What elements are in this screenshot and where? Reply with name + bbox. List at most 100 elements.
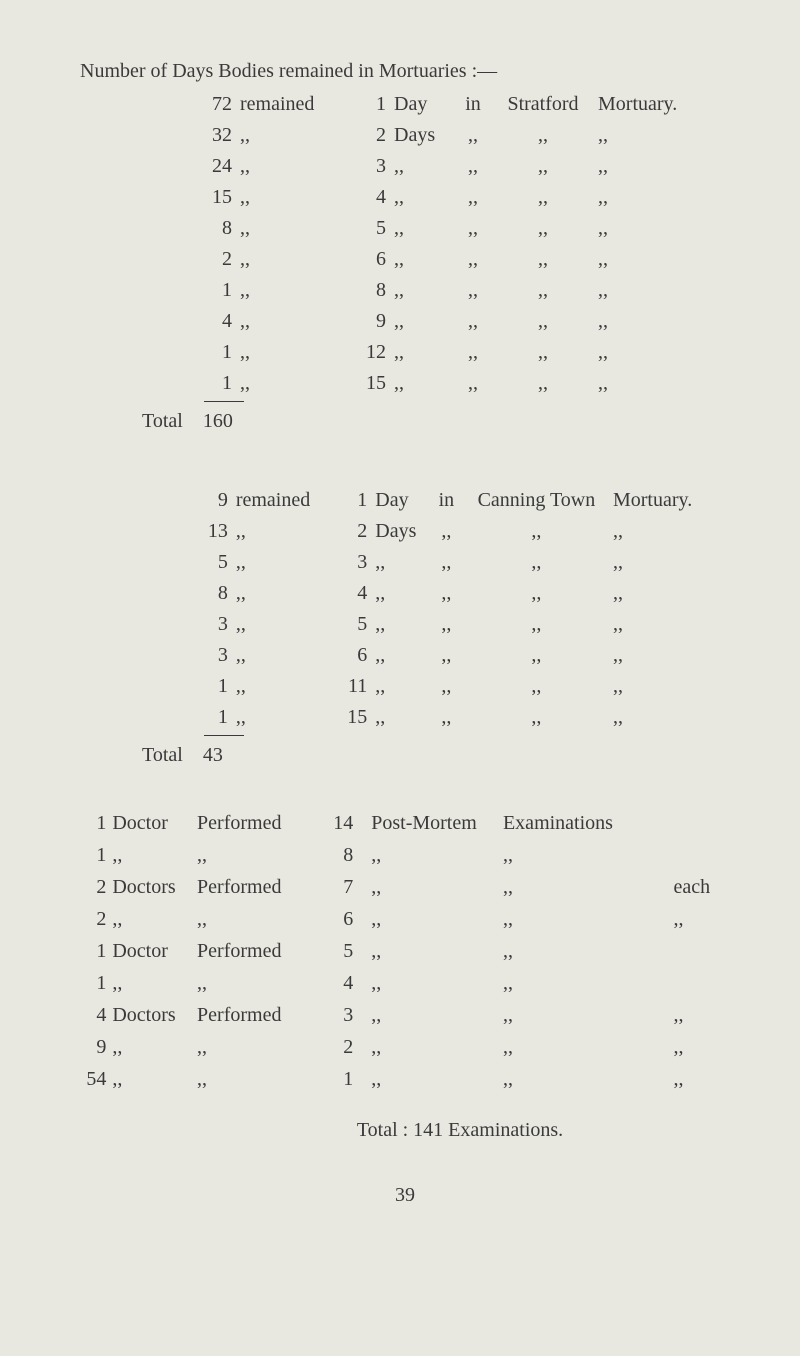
ex-ditto: ,, xyxy=(503,871,654,903)
pm-ditto: ,, xyxy=(359,903,503,935)
total-value: 43 xyxy=(203,744,223,766)
place-ditto: ,, xyxy=(460,640,613,671)
verb-ditto: ,, xyxy=(232,275,350,306)
mort-ditto: ,, xyxy=(613,547,730,578)
verb-ditto: ,, xyxy=(232,182,350,213)
pm-ditto: ,, xyxy=(359,1031,503,1063)
ex-ditto: ,, xyxy=(503,839,654,871)
days: 15 xyxy=(350,368,386,399)
count: 4 xyxy=(80,999,106,1031)
day-word: ,, xyxy=(386,213,458,244)
days: 3 xyxy=(335,547,367,578)
mort-ditto: ,, xyxy=(613,578,730,609)
ex-ditto: ,, xyxy=(503,1063,654,1095)
verb: ,, xyxy=(197,1063,319,1095)
num: 14 xyxy=(319,807,359,839)
count: 8 xyxy=(80,578,228,609)
each: ,, xyxy=(654,1063,730,1095)
verb: Performed xyxy=(197,999,319,1031)
verb: remained xyxy=(228,485,335,516)
in-ditto: ,, xyxy=(458,275,488,306)
count: 1 xyxy=(80,935,106,967)
day-word: ,, xyxy=(386,337,458,368)
verb-ditto: ,, xyxy=(232,337,350,368)
who: Doctor xyxy=(106,935,197,967)
table-row: 1,,15,,,,,,,, xyxy=(80,702,730,733)
in-ditto: ,, xyxy=(458,151,488,182)
count: 3 xyxy=(80,640,228,671)
count: 3 xyxy=(80,609,228,640)
block-b-first-row: 9 remained 1 Day in Canning Town Mortuar… xyxy=(80,485,730,516)
verb-ditto: ,, xyxy=(232,306,350,337)
each: ,, xyxy=(654,1031,730,1063)
title: Number of Days Bodies remained in Mortua… xyxy=(80,60,730,83)
day-word: ,, xyxy=(367,547,433,578)
num: 1 xyxy=(319,1063,359,1095)
in: in xyxy=(433,485,460,516)
count: 9 xyxy=(80,485,228,516)
days: 5 xyxy=(350,213,386,244)
ex-ditto: ,, xyxy=(503,999,654,1031)
in-ditto: ,, xyxy=(433,547,460,578)
each: ,, xyxy=(654,903,730,935)
who: ,, xyxy=(106,839,197,871)
days: 4 xyxy=(350,182,386,213)
place-ditto: ,, xyxy=(460,516,613,547)
table-row: 2,,,,6,,,,,, xyxy=(80,903,730,935)
day-word: ,, xyxy=(386,244,458,275)
table-row: 1DoctorPerformed5,,,, xyxy=(80,935,730,967)
in-ditto: ,, xyxy=(458,337,488,368)
each: each xyxy=(654,871,730,903)
block-a-total: Total 160 xyxy=(80,405,730,437)
verb-ditto: ,, xyxy=(232,151,350,182)
table-row: 3,,5,,,,,,,, xyxy=(80,609,730,640)
verb: Performed xyxy=(197,935,319,967)
mort-ditto: ,, xyxy=(613,516,730,547)
in-ditto: ,, xyxy=(458,213,488,244)
place-ditto: ,, xyxy=(460,702,613,733)
in-ditto: ,, xyxy=(458,244,488,275)
day-word: ,, xyxy=(367,671,433,702)
page: Number of Days Bodies remained in Mortua… xyxy=(0,0,800,1356)
in-ditto: ,, xyxy=(433,516,460,547)
count: 13 xyxy=(80,516,228,547)
place-ditto: ,, xyxy=(488,306,598,337)
who: Doctors xyxy=(106,999,197,1031)
day-word: Days xyxy=(367,516,433,547)
block-c-footer: Total : 141 Examinations. xyxy=(80,1119,730,1142)
block-a: 72 remained 1 Day in Stratford Mortuary.… xyxy=(80,89,730,437)
each xyxy=(654,967,730,999)
mort-ditto: ,, xyxy=(613,702,730,733)
each xyxy=(654,935,730,967)
place-ditto: ,, xyxy=(488,337,598,368)
verb-ditto: ,, xyxy=(232,244,350,275)
in-ditto: ,, xyxy=(458,306,488,337)
day-word: Day xyxy=(367,485,433,516)
count: 8 xyxy=(80,213,232,244)
block-b-total: Total 43 xyxy=(80,739,730,771)
count: 9 xyxy=(80,1031,106,1063)
block-c-first-row: 1 Doctor Performed 14 Post-Mortem Examin… xyxy=(80,807,730,839)
verb: Performed xyxy=(197,871,319,903)
day-word: ,, xyxy=(386,275,458,306)
ex: Examinations xyxy=(503,807,654,839)
ex-ditto: ,, xyxy=(503,967,654,999)
verb: Performed xyxy=(197,807,319,839)
in-ditto: ,, xyxy=(433,640,460,671)
who: Doctor xyxy=(106,807,197,839)
verb-ditto: ,, xyxy=(228,671,335,702)
count: 1 xyxy=(80,671,228,702)
in-ditto: ,, xyxy=(433,671,460,702)
total-value: 160 xyxy=(203,410,233,432)
table-row: 4DoctorsPerformed3,,,,,, xyxy=(80,999,730,1031)
in-ditto: ,, xyxy=(458,368,488,399)
day-word: ,, xyxy=(386,182,458,213)
in: in xyxy=(458,89,488,120)
who: ,, xyxy=(106,903,197,935)
in-ditto: ,, xyxy=(458,182,488,213)
in-ditto: ,, xyxy=(433,702,460,733)
table-row: 3,,6,,,,,,,, xyxy=(80,640,730,671)
place-ditto: ,, xyxy=(488,275,598,306)
table-row: 8,,5,,,,,,,, xyxy=(80,213,730,244)
each xyxy=(654,807,730,839)
